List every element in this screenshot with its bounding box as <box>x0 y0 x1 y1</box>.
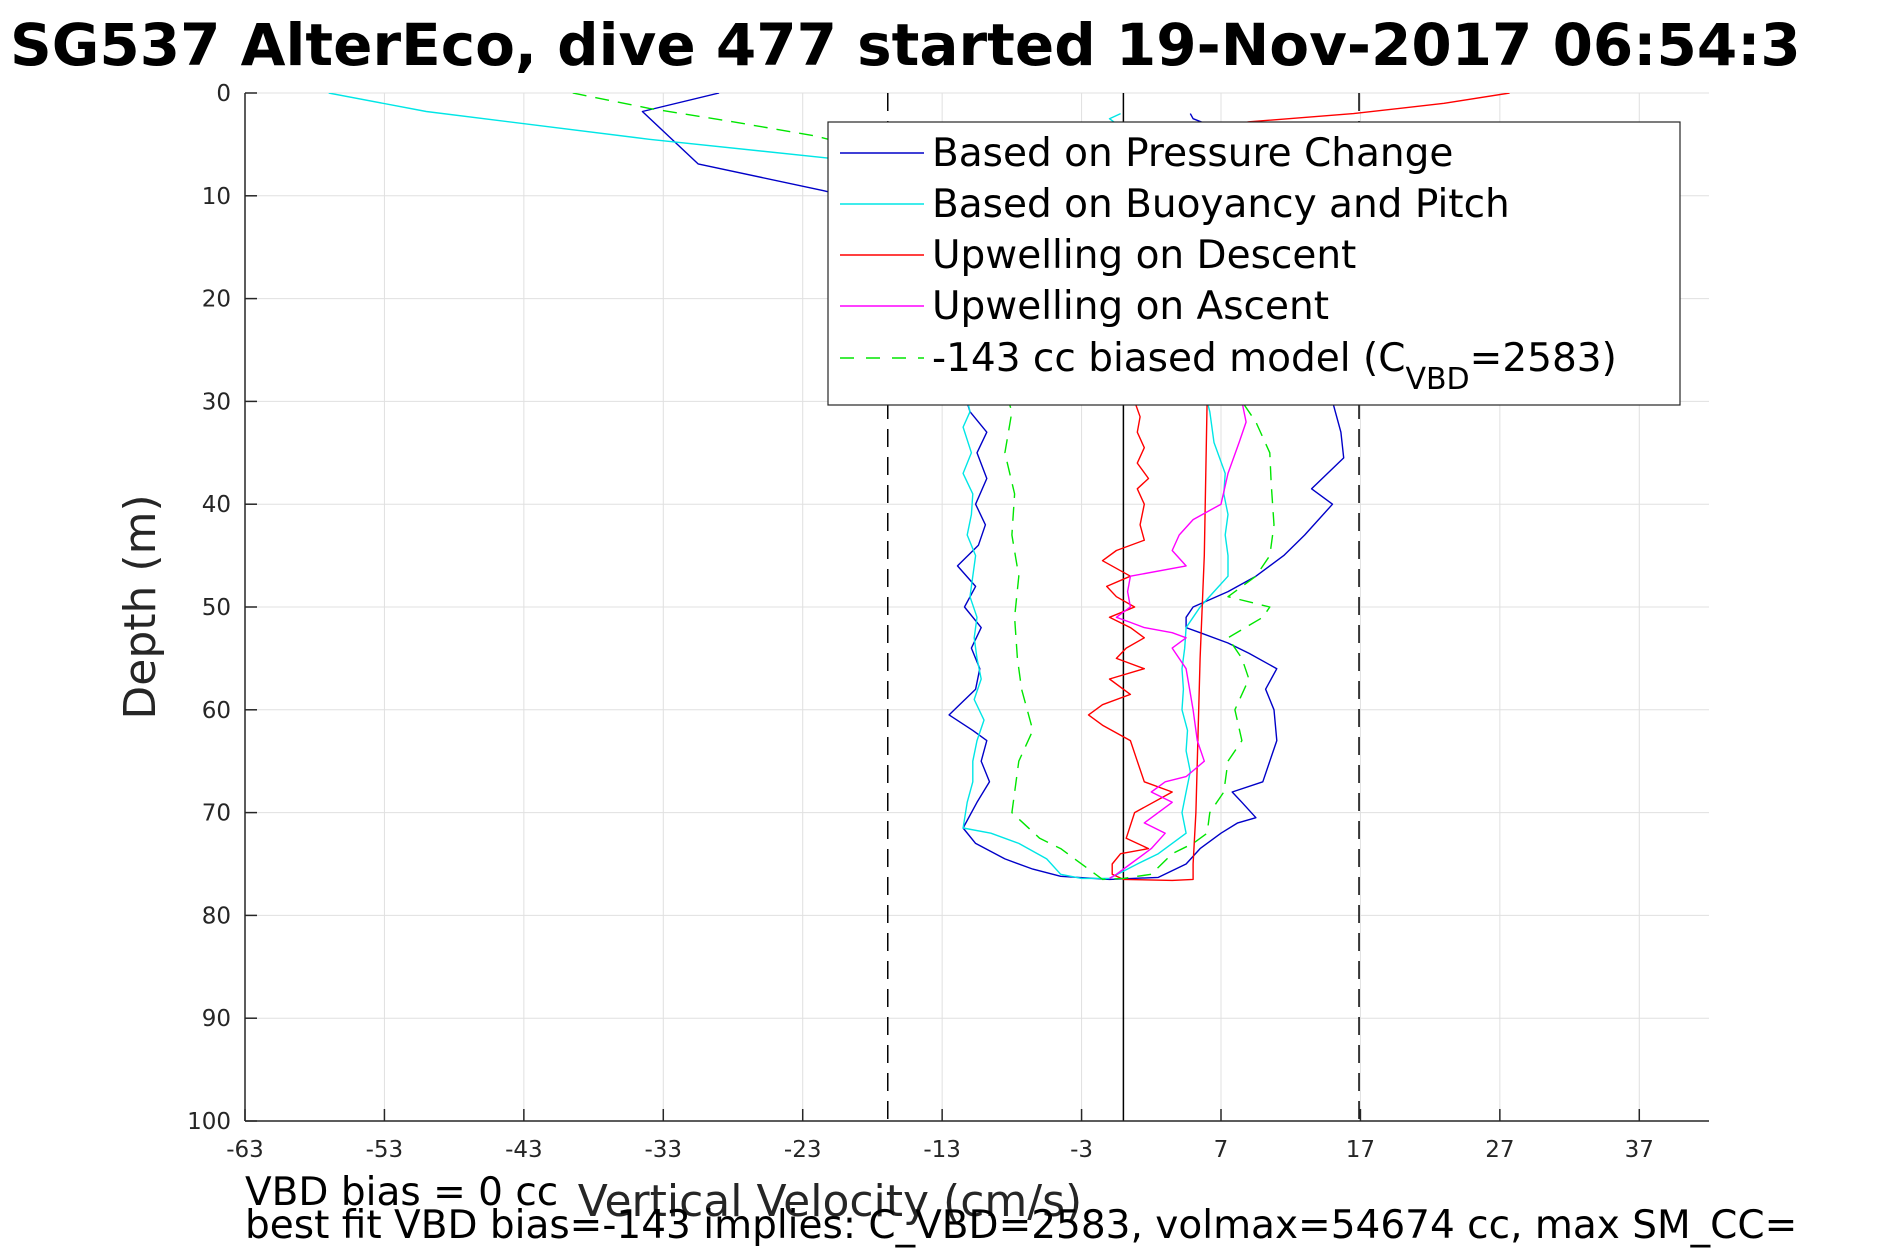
y-tick-label: 90 <box>202 1006 231 1032</box>
y-tick-label: 20 <box>202 287 231 313</box>
chart-title: SG537 AlterEco, dive 477 started 19-Nov-… <box>10 11 1801 79</box>
x-tick-label: -63 <box>226 1137 264 1163</box>
series-line-5 <box>572 93 1275 881</box>
y-tick-label: 60 <box>202 698 231 724</box>
x-tick-label: -3 <box>1070 1137 1093 1163</box>
footer-line-1: VBD bias = 0 cc <box>245 1170 558 1215</box>
x-tick-label: 7 <box>1214 1137 1229 1163</box>
x-tick-label: -43 <box>505 1137 543 1163</box>
series-line-3 <box>1087 93 1510 882</box>
legend-box <box>827 121 1681 406</box>
y-tick-label: 100 <box>187 1109 231 1135</box>
x-tick-label: 17 <box>1346 1137 1375 1163</box>
x-tick-labels: -63 -53 -43 -33 -23 -13 -3 7 17 27 37 <box>226 1137 1654 1163</box>
y-tick-label: 70 <box>202 801 231 827</box>
legend-entry: Upwelling on Ascent <box>932 284 1329 329</box>
x-tick-label: -13 <box>923 1137 961 1163</box>
x-tick-label: -53 <box>366 1137 404 1163</box>
series-line-1 <box>641 93 1345 881</box>
legend-entry: Based on Buoyancy and Pitch <box>932 182 1510 227</box>
y-tick-label: 50 <box>202 595 231 621</box>
x-tick-label: -33 <box>644 1137 682 1163</box>
y-axis-label: Depth (m) <box>115 494 166 719</box>
footer-line-2: best fit VBD bias=-143 implies: C_VBD=25… <box>245 1203 1797 1248</box>
series-lines <box>328 93 1510 882</box>
x-tick-label: 37 <box>1625 1137 1654 1163</box>
y-tick-label: 30 <box>202 389 231 415</box>
legend-entry: Based on Pressure Change <box>932 131 1453 176</box>
legend: Based on Pressure Change Based on Buoyanc… <box>827 121 1681 406</box>
y-tick-label: 10 <box>202 184 231 210</box>
y-tick-labels: 0 10 20 30 40 50 60 70 80 90 100 <box>187 81 231 1135</box>
series-line-4 <box>1109 401 1247 880</box>
y-tick-label: 80 <box>202 903 231 929</box>
y-tick-label: 0 <box>216 81 231 107</box>
axes <box>244 92 1709 1122</box>
x-tick-label: -23 <box>784 1137 822 1163</box>
x-axis-label: Vertical Velocity (cm/s) <box>578 1176 1082 1227</box>
legend-entry: -143 cc biased model (CVBD=2583) <box>932 336 1617 397</box>
y-tick-label: 40 <box>202 492 231 518</box>
x-tick-label: 27 <box>1485 1137 1514 1163</box>
legend-entry: Upwelling on Descent <box>932 233 1356 278</box>
